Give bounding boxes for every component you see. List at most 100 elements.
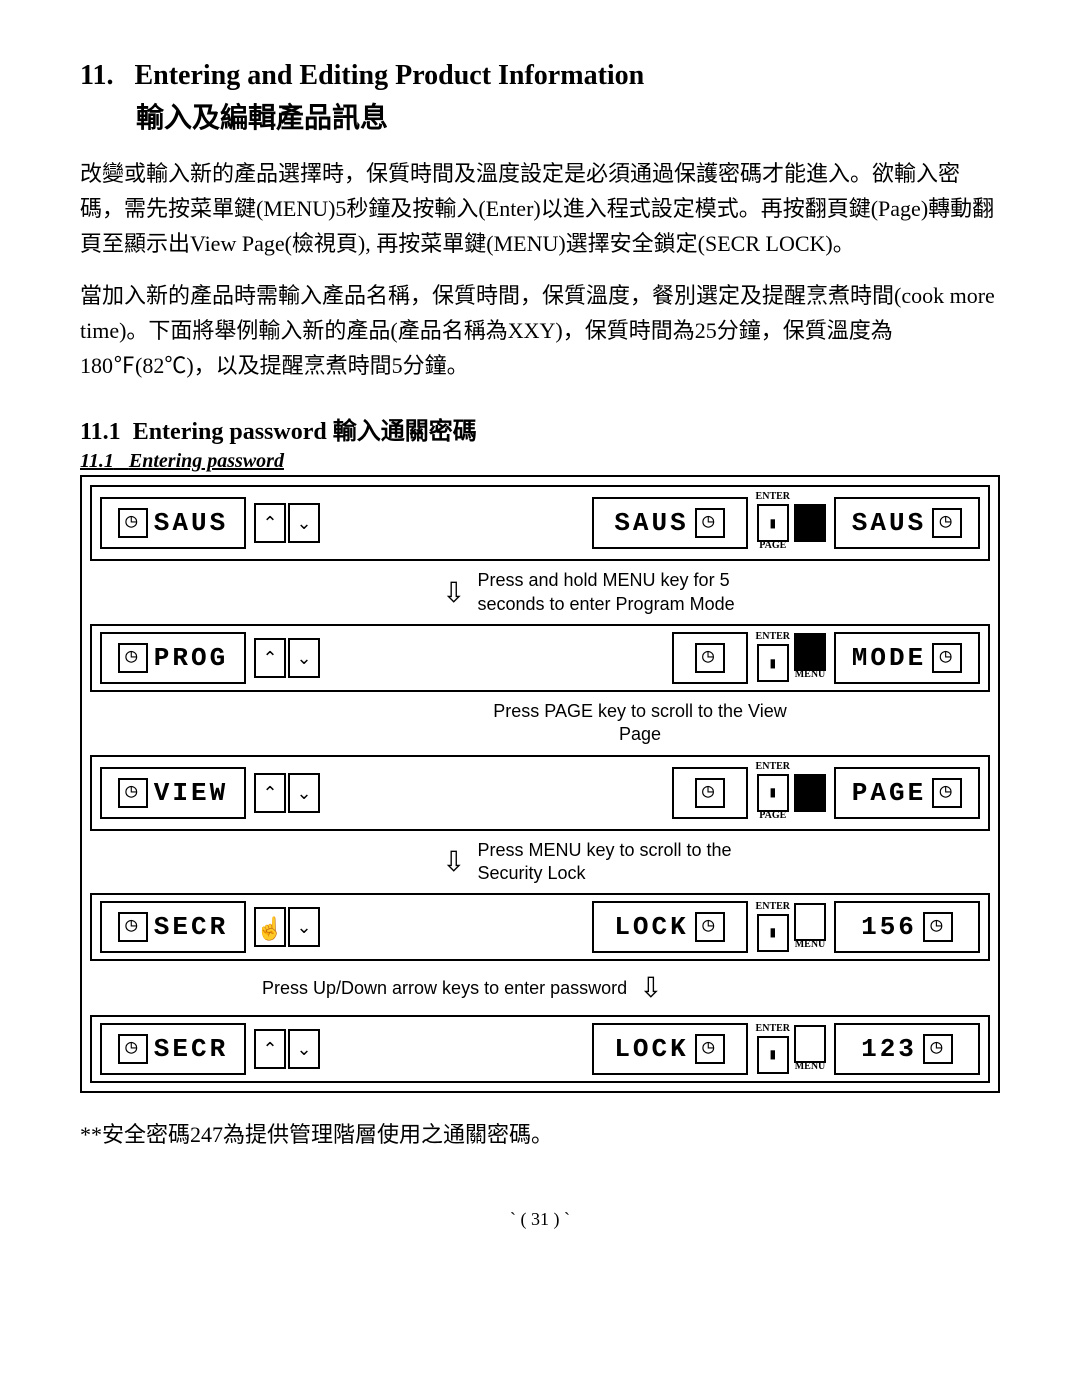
enter-label: ENTER [756,1023,790,1034]
subsection-number: 11.1 [80,419,121,445]
down-arrow-button[interactable]: ⌄ [288,638,320,678]
section-number: 11. [80,60,113,91]
lcd-mid-5: LOCK [592,1023,748,1075]
enter-label: ENTER [756,631,790,642]
keypad-4: ENTER▮ MENU [756,903,826,952]
up-arrow-button[interactable]: ⌃ [254,638,286,678]
enter-key[interactable]: ▮ [757,1036,789,1074]
paragraph-1: 改變或輸入新的產品選擇時，保質時間及溫度設定是必須通過保護密碼才能進入。欲輸入密… [80,156,1000,262]
page-number: ` ( 31 ) ` [80,1209,1000,1230]
clock-icon [695,1034,725,1064]
arrow-buttons-2: ⌃ ⌄ [254,638,320,678]
lcd-left-4-text: SECR [154,912,228,942]
caption-2: Press PAGE key to scroll to the View Pag… [482,700,798,747]
lcd-left-5-text: SECR [154,1034,228,1064]
clock-icon [695,508,725,538]
subsection-title: 11.1 Entering password 輸入通關密碼 [80,411,1000,446]
panel-row-1: SAUS ⌃ ⌄ SAUS ENTER ▮PAGE ☛ SAUS [90,485,990,561]
lcd-right-2: MODE [834,632,980,684]
down-arrow-icon: ⇩ [442,845,465,879]
lcd-left-1: SAUS [100,497,246,549]
menu-key[interactable]: ☛ [794,633,826,671]
keypad-2: ENTER ▮ ☛ MENU [756,633,826,682]
interrow-3: ⇩ Press MENU key to scroll to the Securi… [442,839,798,886]
menu-key[interactable] [794,903,826,941]
interrow-1: ⇩ Press and hold MENU key for 5 seconds … [442,569,798,616]
up-arrow-button[interactable]: ⌃ [254,1029,286,1069]
keypad-1: ENTER ▮PAGE ☛ [756,493,826,553]
lcd-right-1-text: SAUS [852,508,926,538]
clock-icon [695,643,725,673]
down-arrow-button[interactable]: ⌄ [288,1029,320,1069]
menu-label: MENU [795,1061,826,1072]
keypad-3: ENTER▮PAGE ☛ [756,763,826,823]
lcd-mid-4-text: LOCK [614,912,688,942]
lcd-right-4-text: 156 [861,912,917,942]
lcd-right-1: SAUS [834,497,980,549]
panel-row-2: PROG ⌃ ⌄ ENTER ▮ ☛ MENU MODE [90,624,990,692]
lcd-mid-3 [672,767,748,819]
interrow-4: Press Up/Down arrow keys to enter passwo… [262,969,798,1007]
paragraph-2: 當加入新的產品時需輸入產品名稱，保質時間，保質溫度，餐別選定及提醒烹煮時間(co… [80,278,1000,384]
lcd-left-5: SECR [100,1023,246,1075]
lcd-right-5: 123 [834,1023,980,1075]
clock-icon [695,778,725,808]
keypad-5: ENTER ▮ MENU [756,1025,826,1074]
page-label: PAGE [759,810,786,821]
enter-key[interactable]: ▮ [757,504,789,542]
clock-icon [923,912,953,942]
lcd-right-3: PAGE [834,767,980,819]
caption-3: Press MENU key to scroll to the Security… [477,839,798,886]
clock-icon [118,912,148,942]
up-arrow-button[interactable]: ⌃ [254,773,286,813]
down-arrow-icon: ⇩ [442,576,465,610]
enter-label: ENTER [756,491,790,502]
clock-icon [932,508,962,538]
down-arrow-button[interactable]: ⌄ [288,773,320,813]
menu-label: MENU [795,669,826,680]
section-title-en: 11. Entering and Editing Product Informa… [80,60,1000,92]
lcd-mid-4: LOCK [592,901,748,953]
lcd-right-2-text: MODE [852,643,926,673]
section-title-cn: 輸入及編輯產品訊息 [136,96,1000,136]
clock-icon [695,912,725,942]
lcd-left-2-text: PROG [154,643,228,673]
arrow-buttons-4: ☝ ⌄ [254,907,320,947]
lcd-mid-2 [672,632,748,684]
caption-1: Press and hold MENU key for 5 seconds to… [477,569,798,616]
up-arrow-button[interactable]: ☝ [254,907,286,947]
down-arrow-button[interactable]: ⌄ [288,907,320,947]
lcd-mid-1: SAUS [592,497,748,549]
menu-key[interactable] [794,1025,826,1063]
arrow-buttons-5: ⌃ ⌄ [254,1029,320,1069]
down-arrow-button[interactable]: ⌄ [288,503,320,543]
figure-caption: 11.1 Entering password [80,450,1000,473]
lcd-mid-5-text: LOCK [614,1034,688,1064]
clock-icon [118,1034,148,1064]
lcd-right-4: 156 [834,901,980,953]
down-arrow-icon: ⇩ [639,971,662,1005]
section-title-text: Entering and Editing Product Information [134,60,644,91]
clock-icon [118,508,148,538]
lcd-left-2: PROG [100,632,246,684]
hand-icon: ☛ [800,641,820,667]
caption-4: Press Up/Down arrow keys to enter passwo… [262,977,627,1000]
up-arrow-button[interactable]: ⌃ [254,503,286,543]
clock-icon [923,1034,953,1064]
panel-row-4: SECR ☝ ⌄ LOCK ENTER▮ MENU 156 [90,893,990,961]
page-label: PAGE [759,540,786,551]
lcd-left-1-text: SAUS [154,508,228,538]
clock-icon [932,643,962,673]
fig-num: 11.1 [80,450,114,472]
lcd-mid-1-text: SAUS [614,508,688,538]
menu-key[interactable]: ☛ [794,774,826,812]
lcd-left-3-text: VIEW [154,778,228,808]
enter-key[interactable]: ▮ [757,644,789,682]
clock-icon [118,643,148,673]
lcd-right-5-text: 123 [861,1034,917,1064]
enter-key[interactable]: ▮ [757,774,789,812]
lcd-left-4: SECR [100,901,246,953]
arrow-buttons-1: ⌃ ⌄ [254,503,320,543]
enter-key[interactable]: ▮ [757,914,789,952]
menu-key[interactable]: ☛ [794,504,826,542]
